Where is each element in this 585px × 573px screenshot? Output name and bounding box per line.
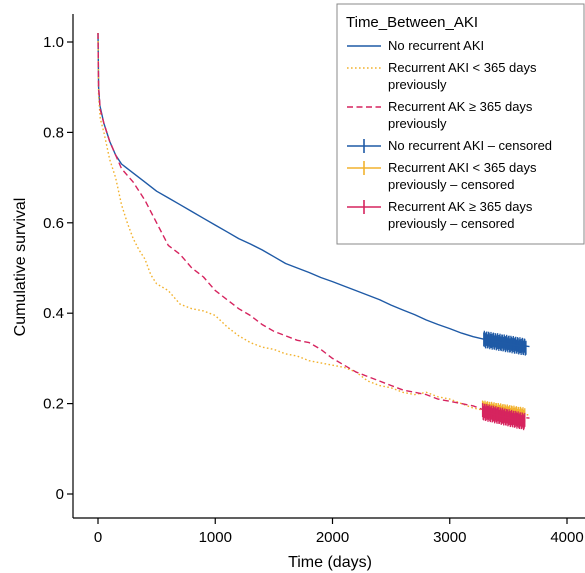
y-tick-label: 0	[56, 486, 64, 503]
series-line-1	[97, 32, 530, 348]
axes: 0 0.2 0.4 0.6 0.8 1.0 0 1000 2000 3000 4000	[43, 14, 585, 546]
legend-box	[336, 3, 585, 245]
y-tick-label: 0.4	[43, 305, 64, 322]
x-tick-label: 1000	[199, 529, 232, 546]
legend-label: previously	[388, 116, 447, 131]
series-line-2	[97, 32, 530, 416]
legend-label: Recurrent AKI < 365 days	[388, 160, 537, 175]
legend-label: No recurrent AKI	[388, 38, 484, 53]
legend: Time_Between_AKI No recurrent AKI Recurre…	[336, 3, 585, 245]
censor-band-1	[483, 338, 527, 349]
legend-label: previously – censored	[388, 216, 514, 231]
legend-label: Recurrent AKI < 365 days	[388, 60, 537, 75]
x-tick-label: 2000	[316, 529, 349, 546]
x-tick-label: 0	[94, 529, 102, 546]
y-tick-label: 0.8	[43, 124, 64, 141]
x-tick-label: 4000	[550, 529, 583, 546]
y-tick-label: 0.2	[43, 396, 64, 413]
legend-entries: No recurrent AKI Recurrent AKI < 365 days…	[347, 38, 552, 231]
y-axis-label: Cumulative survival	[12, 198, 29, 337]
y-tick-label: 0.6	[43, 215, 64, 232]
series-layer	[97, 32, 530, 419]
x-tick-label: 3000	[433, 529, 466, 546]
censor-layer	[481, 330, 527, 431]
series-line-3	[97, 32, 530, 419]
x-axis-label: Time (days)	[288, 554, 372, 571]
censor-band-3	[482, 410, 526, 423]
legend-label: Recurrent AK ≥ 365 days	[388, 99, 533, 114]
legend-label: previously	[388, 77, 447, 92]
legend-label: Recurrent AK ≥ 365 days	[388, 199, 533, 214]
legend-label: No recurrent AKI – censored	[388, 138, 552, 153]
legend-title: Time_Between_AKI	[346, 14, 478, 31]
y-tick-label: 1.0	[43, 34, 64, 51]
legend-label: previously – censored	[388, 177, 514, 192]
